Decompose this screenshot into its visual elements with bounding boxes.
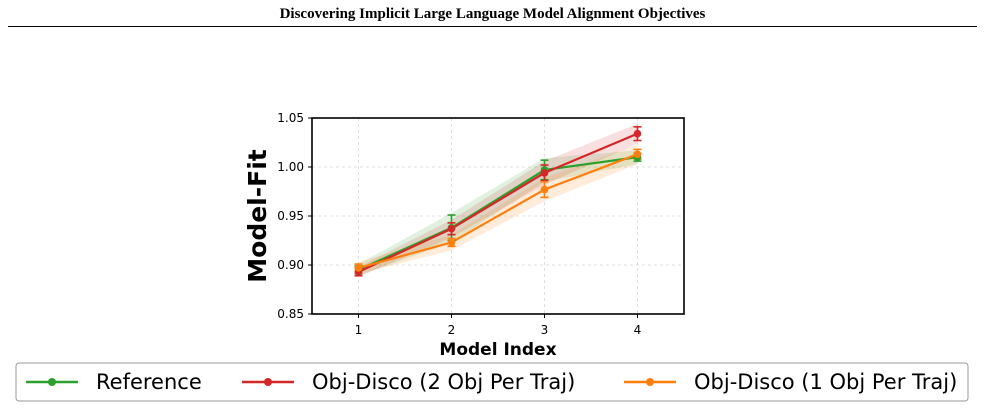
legend-label: Obj-Disco (2 Obj Per Traj) bbox=[312, 370, 575, 394]
legend-frame bbox=[15, 362, 969, 402]
series-line bbox=[358, 153, 638, 270]
y-tick-label: 0.90 bbox=[277, 258, 304, 272]
y-tick-label: 0.95 bbox=[277, 209, 304, 223]
y-axis-label: Model-Fit bbox=[243, 149, 272, 282]
legend-label: Obj-Disco (1 Obj Per Traj) bbox=[694, 370, 957, 394]
page-header-title: Discovering Implicit Large Language Mode… bbox=[279, 6, 706, 22]
x-tick-label: 4 bbox=[634, 323, 642, 337]
x-tick-label: 3 bbox=[541, 323, 549, 337]
x-tick-label: 2 bbox=[448, 323, 456, 337]
x-axis-label: Model Index bbox=[439, 340, 556, 360]
data-point bbox=[354, 264, 363, 272]
axis-ticks: 1 2 3 4 0.85 0.90 0.95 1.00 1.05 bbox=[277, 111, 641, 337]
data-point bbox=[540, 169, 549, 177]
series-line bbox=[358, 156, 638, 271]
data-point bbox=[447, 238, 456, 247]
y-tick-label: 1.05 bbox=[277, 111, 304, 125]
x-tick-label: 1 bbox=[355, 323, 363, 337]
series-lines bbox=[358, 132, 638, 273]
confidence-band bbox=[358, 150, 638, 276]
header-rule bbox=[8, 26, 977, 27]
data-point bbox=[633, 150, 642, 159]
legend-swatch-marker bbox=[264, 378, 272, 386]
data-point bbox=[633, 129, 642, 138]
legend-swatch-marker bbox=[646, 378, 654, 386]
series-line bbox=[358, 132, 638, 273]
data-point bbox=[540, 185, 549, 194]
data-point bbox=[447, 224, 456, 233]
legend-label: Reference bbox=[96, 370, 202, 394]
legend-swatch-marker bbox=[48, 378, 56, 386]
legend: Reference Obj-Disco (2 Obj Per Traj) Obj-D… bbox=[26, 370, 957, 394]
data-points bbox=[354, 129, 642, 276]
confidence-band bbox=[358, 144, 638, 274]
y-tick-label: 0.85 bbox=[277, 307, 304, 321]
y-tick-label: 1.00 bbox=[277, 160, 304, 174]
